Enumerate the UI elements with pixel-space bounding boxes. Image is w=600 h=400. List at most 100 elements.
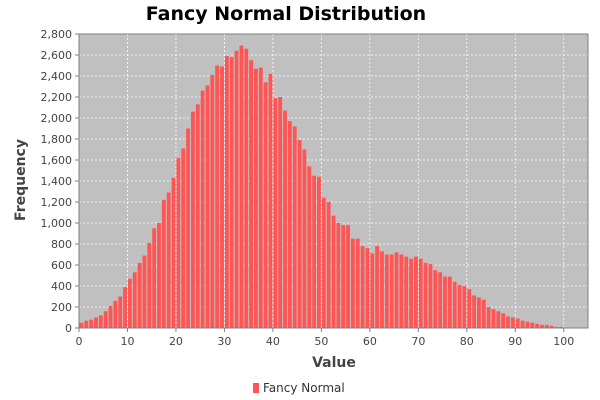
y-axis-title: Frequency — [13, 139, 29, 221]
histogram-bar — [297, 140, 302, 328]
y-tick-label: 2,600 — [41, 49, 73, 62]
histogram-bar — [447, 276, 452, 328]
histogram-bar — [200, 90, 205, 328]
histogram-bar — [467, 289, 472, 328]
y-tick-label: 600 — [51, 259, 72, 272]
histogram-bar — [254, 68, 258, 329]
histogram-bar — [336, 223, 341, 328]
plot-area: 02004006008001,0001,2001,4001,6001,8002,… — [41, 28, 589, 348]
histogram-bar — [341, 225, 346, 328]
histogram-bar — [283, 110, 287, 329]
histogram-bar — [452, 281, 457, 328]
histogram-bar — [370, 253, 375, 328]
histogram-bar — [428, 263, 433, 328]
x-tick-label: 20 — [169, 335, 183, 348]
axes: 02004006008001,0001,2001,4001,6001,8002,… — [41, 28, 575, 348]
histogram-bar — [540, 324, 544, 328]
histogram-bar — [132, 272, 137, 328]
legend: Fancy Normal — [253, 381, 345, 395]
histogram-bar — [118, 296, 123, 328]
histogram-bar — [321, 197, 326, 328]
histogram-bar — [273, 98, 278, 328]
histogram-bar — [258, 67, 263, 328]
y-tick-label: 1,200 — [41, 196, 73, 209]
y-tick-label: 2,400 — [41, 70, 73, 83]
histogram-bar — [292, 126, 297, 329]
y-tick-label: 1,000 — [41, 217, 73, 230]
histogram-bar — [142, 255, 147, 328]
x-tick-label: 0 — [76, 335, 83, 348]
histogram-bar — [510, 317, 515, 328]
x-tick-label: 30 — [217, 335, 231, 348]
histogram-bar — [389, 254, 394, 328]
histogram-bar — [161, 199, 166, 328]
histogram-bar — [171, 177, 176, 328]
histogram-bar — [176, 157, 181, 328]
histogram-bar — [525, 321, 530, 328]
histogram-bar — [103, 311, 108, 328]
histogram-bar — [94, 317, 98, 328]
histogram-bar — [152, 228, 157, 328]
y-tick-label: 200 — [51, 301, 72, 314]
histogram-bar — [157, 223, 161, 328]
histogram-bar — [355, 238, 360, 328]
y-tick-label: 1,800 — [41, 133, 73, 146]
histogram-bar — [515, 318, 520, 328]
histogram-bar — [137, 262, 142, 328]
histogram-bar — [486, 307, 491, 328]
histogram-bar — [554, 326, 559, 328]
histogram-bar — [205, 85, 210, 328]
histogram-bar — [210, 74, 215, 328]
histogram-bar — [496, 311, 501, 328]
histogram-bar — [123, 287, 127, 328]
y-tick-label: 2,000 — [41, 112, 73, 125]
histogram-bar — [365, 248, 370, 328]
histogram-bar — [84, 320, 89, 328]
histogram-bar — [360, 246, 365, 328]
histogram-bar — [413, 256, 418, 328]
y-tick-label: 2,800 — [41, 28, 73, 41]
histogram-bar — [491, 309, 496, 328]
histogram-bar — [224, 56, 229, 329]
chart-title: Fancy Normal Distribution — [146, 3, 426, 25]
histogram-bar — [249, 60, 254, 328]
histogram-bar — [229, 57, 234, 328]
histogram-bar — [147, 242, 152, 328]
histogram-bar — [108, 305, 113, 328]
y-tick-label: 2,200 — [41, 91, 73, 104]
x-tick-label: 40 — [266, 335, 280, 348]
x-tick-label: 50 — [314, 335, 328, 348]
y-tick-label: 1,400 — [41, 175, 73, 188]
histogram-bar — [98, 315, 103, 328]
x-axis-title: Value — [312, 355, 356, 371]
histogram-bar — [190, 111, 195, 328]
histogram-bar — [302, 149, 307, 328]
histogram-bar — [346, 225, 350, 328]
histogram-bar — [234, 50, 239, 329]
histogram-bar — [375, 246, 380, 328]
histogram-bar — [399, 254, 404, 328]
y-tick-label: 800 — [51, 238, 72, 251]
histogram-bar — [549, 325, 554, 328]
histogram-bar — [559, 326, 564, 328]
x-tick-label: 70 — [411, 335, 425, 348]
histogram-bar — [472, 295, 477, 328]
x-tick-label: 80 — [460, 335, 474, 348]
histogram-bar — [79, 322, 84, 328]
histogram-bar — [394, 252, 399, 328]
histogram-bar — [481, 299, 486, 328]
histogram-bar — [477, 297, 481, 328]
y-tick-label: 1,600 — [41, 154, 73, 167]
histogram-bar — [287, 121, 292, 329]
bar-series — [79, 45, 569, 329]
histogram-bar — [317, 176, 321, 328]
histogram-bar — [278, 97, 283, 328]
histogram-bar — [462, 286, 467, 328]
y-tick-label: 0 — [65, 322, 72, 335]
legend-swatch — [253, 383, 259, 393]
x-tick-label: 60 — [363, 335, 377, 348]
histogram-bar — [166, 192, 171, 328]
histogram-bar — [433, 270, 438, 328]
